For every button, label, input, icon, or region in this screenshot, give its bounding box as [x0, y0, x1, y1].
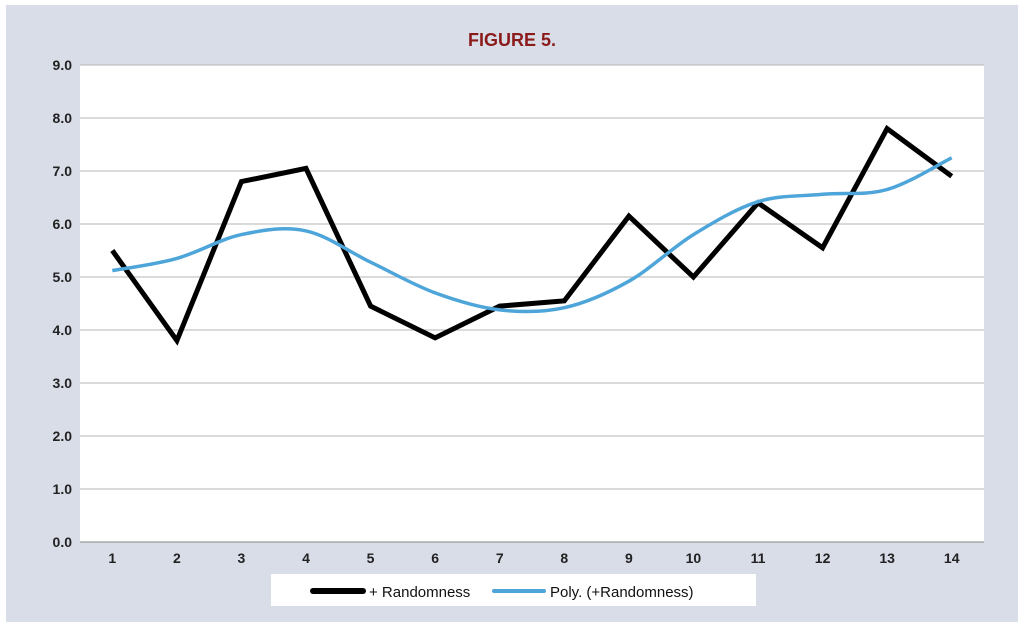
chart-frame: FIGURE 5. 0.0 1.0 2.0 3.0 4.0 5.0 6.0 7.0 8.0 9.0… [6, 5, 1018, 622]
chart-title: FIGURE 5. [468, 30, 556, 50]
x-tick-label: 6 [431, 550, 439, 566]
legend-label-randomness: + Randomness [369, 584, 470, 601]
x-tick-label: 11 [751, 550, 766, 566]
y-tick-label: 7.0 [53, 163, 73, 179]
x-tick-label: 5 [367, 550, 375, 566]
y-tick-label: 5.0 [53, 269, 73, 285]
line-chart: FIGURE 5. 0.0 1.0 2.0 3.0 4.0 5.0 6.0 7.0 8.0 9.0… [53, 30, 984, 606]
x-tick-label: 12 [815, 550, 831, 566]
x-tick-label: 13 [879, 550, 895, 566]
series-lines [110, 124, 954, 346]
y-tick-label: 2.0 [53, 428, 73, 444]
y-tick-label: 1.0 [53, 481, 73, 497]
y-tick-label: 3.0 [53, 375, 73, 391]
x-tick-label: 14 [944, 550, 960, 566]
y-tick-label: 4.0 [53, 322, 73, 338]
x-tick-label: 3 [238, 550, 246, 566]
x-tick-label: 7 [496, 550, 504, 566]
x-tick-label: 9 [625, 550, 633, 566]
legend: + Randomness Poly. (+Randomness) [271, 574, 756, 606]
y-tick-label: 6.0 [53, 216, 73, 232]
series-line-poly [111, 156, 953, 314]
x-tick-label: 1 [108, 550, 116, 566]
y-tick-label: 9.0 [53, 57, 73, 73]
y-tick-label: 8.0 [53, 110, 73, 126]
x-tick-label: 4 [302, 550, 310, 566]
y-axis-ticks: 0.0 1.0 2.0 3.0 4.0 5.0 6.0 7.0 8.0 9.0 [53, 57, 73, 550]
x-tick-label: 2 [173, 550, 181, 566]
x-tick-label: 8 [560, 550, 568, 566]
legend-label-poly: Poly. (+Randomness) [550, 584, 694, 601]
y-tick-label: 0.0 [53, 534, 73, 550]
x-tick-label: 10 [686, 550, 702, 566]
x-axis-ticks: 1 2 3 4 5 6 7 8 9 10 11 12 13 14 [108, 550, 959, 566]
series-line-randomness [110, 124, 954, 346]
